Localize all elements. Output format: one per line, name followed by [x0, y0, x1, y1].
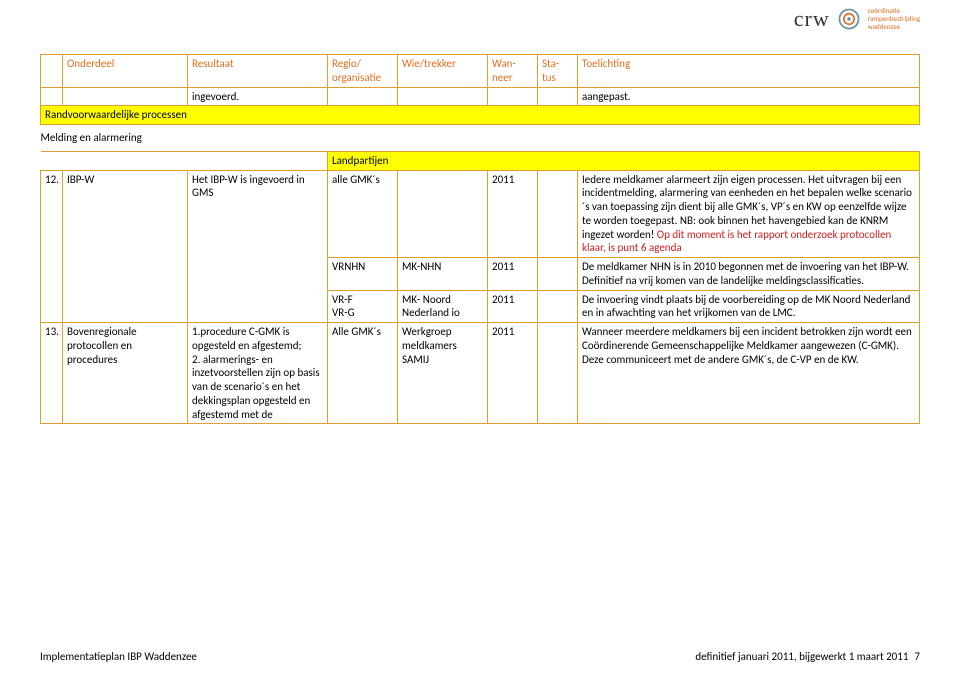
row12-wie3b: Nederland io: [402, 306, 460, 319]
cell-aangepast: aangepast.: [578, 87, 920, 106]
row12-resultaat: Het IBP-W is ingevoerd in GMS: [188, 170, 328, 323]
table-row: ingevoerd. aangepast.: [41, 87, 920, 106]
row12-regio3b: VR-G: [332, 306, 355, 319]
row12-toel1: Iedere meldkamer alarmeert zijn eigen pr…: [578, 170, 920, 258]
row12-wie3a: MK- Noord: [402, 293, 451, 306]
hdr-resultaat: Resultaat: [192, 57, 234, 70]
brand-logo: crw coördinatie rampenbestrijding wadden…: [794, 6, 920, 32]
melding-header: Melding en alarmering: [41, 131, 142, 144]
section-randvoorwaardelijk: Randvoorwaardelijke processen: [41, 106, 920, 125]
table-header-row: Onderdeel Resultaat Regio/ organisatie W…: [41, 55, 920, 88]
logo-swirl-icon: [836, 6, 862, 32]
landpartijen-row: Landpartijen: [41, 151, 920, 170]
row13-onderdeel: Bovenregionale protocollen en procedures: [63, 323, 188, 424]
row12-toel2: De meldkamer NHN is in 2010 begonnen met…: [578, 258, 920, 291]
row12-wan2: 2011: [488, 258, 538, 291]
section-row: Randvoorwaardelijke processen: [41, 106, 920, 125]
row12-wie2: MK-NHN: [398, 258, 488, 291]
row13-num: 13.: [41, 323, 63, 424]
page-footer: Implementatieplan IBP Waddenzee definiti…: [40, 650, 920, 663]
footer-left: Implementatieplan IBP Waddenzee: [40, 650, 197, 663]
row12-num: 12.: [41, 170, 63, 323]
row13-wie: Werkgroep meldkamers SAMIJ: [398, 323, 488, 424]
melding-row: Melding en alarmering: [41, 125, 920, 152]
hdr-toel: Toelichting: [582, 57, 630, 70]
table-row: 12. IBP-W Het IBP-W is ingevoerd in GMS …: [41, 170, 920, 258]
logo-sub-3: waddenzee: [868, 23, 920, 31]
hdr-regio-2: organisatie: [332, 71, 381, 84]
hdr-onderdeel: Onderdeel: [67, 57, 114, 70]
logo-subtitle: coördinatie rampenbestrijding waddenzee: [868, 7, 920, 30]
row13-wan: 2011: [488, 323, 538, 424]
cell-ingevoerd: ingevoerd.: [188, 87, 328, 106]
hdr-sta-2: tus: [542, 71, 556, 84]
hdr-wie: Wie/trekker: [402, 57, 456, 70]
row12-wan1: 2011: [488, 170, 538, 258]
landpartijen-header: Landpartijen: [328, 151, 920, 170]
row13-toel: Wanneer meerdere meldkamers bij een inci…: [578, 323, 920, 424]
row12-regio1: alle GMK´s: [328, 170, 398, 258]
row12-wan3: 2011: [488, 290, 538, 323]
row12-wie3: MK- Noord Nederland io: [398, 290, 488, 323]
hdr-regio-1: Regio/: [332, 57, 361, 70]
row12-toel3: De invoering vindt plaats bij de voorber…: [578, 290, 920, 323]
row13-resultaat: 1.procedure C-GMK is opgesteld en afgest…: [188, 323, 328, 424]
logo-text: crw: [794, 6, 830, 32]
row12-regio3a: VR-F: [332, 293, 353, 306]
row13-regio: Alle GMK´s: [328, 323, 398, 424]
row12-regio2: VRNHN: [328, 258, 398, 291]
row12-regio3: VR-F VR-G: [328, 290, 398, 323]
hdr-sta-1: Sta-: [542, 57, 559, 70]
footer-center: definitief januari 2011, bijgewerkt 1 ma…: [695, 650, 908, 663]
row12-onderdeel: IBP-W: [63, 170, 188, 323]
hdr-wan-1: Wan-: [492, 57, 516, 70]
main-table: Onderdeel Resultaat Regio/ organisatie W…: [40, 54, 920, 424]
footer-page: 7: [914, 650, 920, 663]
table-row: 13. Bovenregionale protocollen en proced…: [41, 323, 920, 424]
hdr-wan-2: neer: [492, 71, 513, 84]
